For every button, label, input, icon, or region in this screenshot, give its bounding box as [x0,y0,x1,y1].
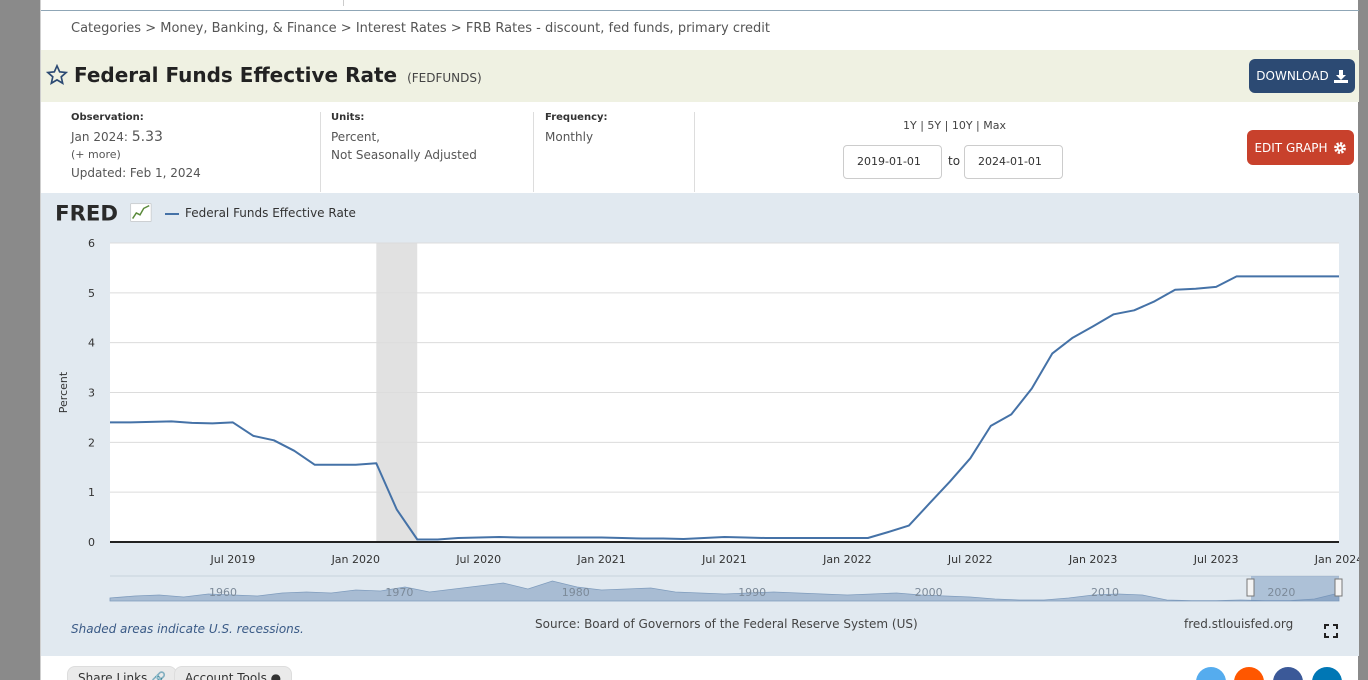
share-links-button[interactable]: Share Links 🔗 [67,666,178,680]
y-tick-label: 5 [88,287,95,300]
facebook-icon[interactable] [1273,667,1303,680]
x-tick-label: Jul 2020 [455,553,501,566]
observation-label: Observation: [71,112,144,123]
navigator-tick-label: 2000 [915,586,943,599]
fred-logo: FRED [55,201,152,225]
page: Categories > Money, Banking, & Finance >… [40,0,1359,680]
account-tools-label: Account Tools [185,671,267,680]
x-tick-label: Jul 2019 [210,553,256,566]
series-line [110,275,1339,541]
observation-date: Jan 2024: [71,130,128,144]
download-icon [1333,69,1348,83]
share-links-label: Share Links [78,671,148,680]
fullscreen-icon[interactable] [1324,624,1338,638]
pin-icon: ● [270,671,282,680]
y-tick-label: 3 [88,387,95,400]
series-id: (FEDFUNDS) [407,71,482,85]
breadcrumb-item-interest-rates[interactable]: Interest Rates [355,21,447,36]
breadcrumb: Categories > Money, Banking, & Finance >… [71,21,770,36]
x-tick-label: Jan 2021 [576,553,625,566]
breadcrumb-separator: > [145,21,157,36]
x-tick-label: Jan 2023 [1068,553,1117,566]
start-date-input[interactable]: 2019-01-01 [843,145,942,179]
twitter-icon[interactable] [1196,667,1226,680]
observation-block: Observation: Jan 2024: 5.33 (+ more) Upd… [71,112,201,182]
end-date-input[interactable]: 2024-01-01 [964,145,1063,179]
reddit-icon[interactable] [1234,667,1264,680]
frequency-value: Monthly [545,130,594,144]
to-label: to [948,154,961,168]
units-block: Units: Percent, Not Seasonally Adjusted [331,112,477,164]
gear-icon [1333,141,1346,154]
source-note: Source: Board of Governors of the Federa… [535,617,918,631]
edit-graph-label: EDIT GRAPH [1254,140,1328,155]
units-line1: Percent, [331,130,380,144]
graph-area: FRED Federal Funds Effective Rate 0 1 2 3 4 5… [41,193,1359,656]
x-tick-label: Jul 2022 [947,553,993,566]
site-link[interactable]: fred.stlouisfed.org [1184,617,1294,631]
navigator-handle-left [1246,578,1255,597]
recession-note: Shaded areas indicate U.S. recessions. [71,622,304,636]
x-tick-label: Jul 2021 [701,553,747,566]
range-selector[interactable]: 1Y | 5Y | 10Y | Max [903,119,1006,132]
line-chart: 0 1 2 3 4 5 6 Jul 2019 Jan 2020 Jul 2020 Jan 2021 J… [57,237,1359,602]
navigator-tick-label: 2010 [1091,586,1119,599]
breadcrumb-separator: > [340,21,352,36]
more-link[interactable]: (+ more) [71,148,121,161]
observation-value: 5.33 [131,129,163,145]
download-button[interactable]: DOWNLOAD [1249,59,1355,93]
y-tick-label: 0 [88,536,95,549]
legend-swatch [165,213,179,215]
breadcrumb-item-money-banking[interactable]: Money, Banking, & Finance [160,21,337,36]
navigator-area [109,580,1340,602]
navigator-tick-label: 2020 [1267,586,1295,599]
breadcrumb-separator: > [450,21,462,36]
legend-label: Federal Funds Effective Rate [185,206,356,220]
navigator-tick-label: 1960 [209,586,237,599]
fred-logo-text: FRED [55,201,118,225]
x-tick-label: Jan 2020 [331,553,380,566]
navigator-tick-label: 1970 [385,586,413,599]
account-tools-button[interactable]: Account Tools ● [174,666,293,680]
breadcrumb-item-categories[interactable]: Categories [71,21,142,36]
page-title: Federal Funds Effective Rate (FEDFUNDS) [74,63,482,87]
y-tick-label: 2 [88,436,95,449]
link-icon: 🔗 [151,671,167,680]
y-tick-label: 1 [88,486,95,499]
navigator-handle-right [1334,578,1343,597]
y-tick-label: 4 [88,337,95,350]
frequency-block: Frequency: Monthly [545,112,608,146]
units-line2: Not Seasonally Adjusted [331,148,477,162]
top-nav-strip [41,0,1359,11]
linkedin-icon[interactable] [1312,667,1342,680]
updated-date: Updated: Feb 1, 2024 [71,166,201,180]
navigator-selection [1251,576,1339,601]
frequency-label: Frequency: [545,112,608,123]
series-title: Federal Funds Effective Rate [74,63,398,87]
x-tick-label: Jan 2022 [822,553,871,566]
download-label: DOWNLOAD [1256,69,1329,83]
navigator-tick-label: 1980 [562,586,590,599]
x-tick-label: Jan 2024 [1314,553,1359,566]
units-label: Units: [331,112,365,123]
y-tick-label: 6 [88,237,95,250]
star-icon[interactable] [46,64,68,86]
y-axis-label: Percent [57,371,70,413]
breadcrumb-item-frb-rates[interactable]: FRB Rates - discount, fed funds, primary… [465,21,770,36]
title-bar: Federal Funds Effective Rate (FEDFUNDS) … [41,50,1359,102]
navigator-tick-label: 1990 [738,586,766,599]
edit-graph-button[interactable]: EDIT GRAPH [1247,130,1354,165]
x-tick-label: Jul 2023 [1193,553,1239,566]
